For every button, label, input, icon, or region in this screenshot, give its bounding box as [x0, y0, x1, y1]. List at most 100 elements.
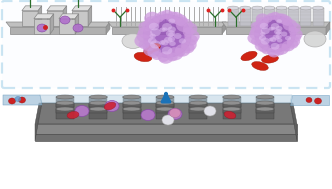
Ellipse shape [144, 16, 159, 28]
Ellipse shape [224, 111, 236, 119]
Polygon shape [189, 103, 207, 113]
Ellipse shape [150, 28, 161, 36]
Ellipse shape [264, 6, 275, 10]
Ellipse shape [252, 6, 263, 10]
Polygon shape [38, 6, 42, 26]
Polygon shape [59, 19, 75, 34]
Ellipse shape [161, 10, 173, 19]
Polygon shape [108, 22, 226, 27]
Ellipse shape [227, 6, 238, 10]
Ellipse shape [143, 43, 159, 56]
Polygon shape [112, 27, 222, 34]
Polygon shape [123, 103, 141, 113]
Ellipse shape [261, 38, 270, 45]
Ellipse shape [288, 6, 299, 10]
Ellipse shape [181, 39, 197, 51]
Ellipse shape [141, 109, 155, 121]
Ellipse shape [273, 35, 280, 40]
Ellipse shape [254, 38, 265, 47]
Ellipse shape [223, 107, 241, 111]
Ellipse shape [261, 27, 270, 34]
Polygon shape [223, 103, 241, 113]
Ellipse shape [159, 40, 165, 45]
Ellipse shape [123, 107, 141, 111]
Polygon shape [35, 134, 297, 141]
Ellipse shape [283, 19, 297, 31]
Polygon shape [34, 19, 50, 34]
Ellipse shape [289, 27, 298, 35]
Ellipse shape [281, 44, 290, 52]
Polygon shape [47, 6, 67, 11]
Ellipse shape [168, 26, 176, 33]
Polygon shape [22, 6, 42, 11]
Ellipse shape [270, 37, 277, 42]
Polygon shape [56, 97, 74, 107]
Ellipse shape [269, 38, 274, 41]
Ellipse shape [166, 30, 175, 37]
Ellipse shape [168, 108, 182, 119]
Ellipse shape [156, 107, 174, 111]
Ellipse shape [250, 26, 262, 36]
Ellipse shape [37, 24, 47, 32]
Polygon shape [35, 103, 42, 141]
Ellipse shape [189, 95, 207, 99]
Ellipse shape [143, 15, 191, 57]
Ellipse shape [183, 23, 198, 34]
Ellipse shape [255, 40, 268, 51]
Polygon shape [223, 109, 241, 119]
Ellipse shape [251, 22, 261, 30]
Ellipse shape [174, 33, 182, 39]
Polygon shape [227, 8, 238, 26]
Polygon shape [256, 109, 274, 119]
Ellipse shape [56, 101, 74, 105]
Ellipse shape [181, 42, 195, 53]
Ellipse shape [122, 33, 144, 49]
Polygon shape [56, 103, 74, 113]
Ellipse shape [276, 26, 283, 31]
Ellipse shape [184, 30, 200, 43]
Ellipse shape [162, 46, 172, 54]
Polygon shape [34, 14, 54, 19]
Ellipse shape [262, 47, 271, 54]
Ellipse shape [275, 43, 289, 55]
Ellipse shape [281, 32, 288, 36]
Ellipse shape [142, 41, 155, 51]
Polygon shape [123, 109, 141, 119]
Ellipse shape [256, 101, 274, 105]
Ellipse shape [158, 52, 169, 62]
Ellipse shape [282, 41, 295, 51]
Ellipse shape [104, 102, 116, 110]
Ellipse shape [260, 23, 268, 29]
Ellipse shape [168, 36, 175, 42]
Ellipse shape [240, 6, 251, 10]
FancyBboxPatch shape [2, 1, 330, 88]
Ellipse shape [136, 29, 153, 43]
Ellipse shape [267, 48, 277, 56]
Ellipse shape [260, 32, 266, 36]
Ellipse shape [287, 39, 298, 49]
Ellipse shape [138, 27, 152, 38]
Polygon shape [226, 27, 326, 34]
Polygon shape [40, 95, 292, 103]
Ellipse shape [267, 13, 276, 20]
Polygon shape [35, 124, 297, 134]
Ellipse shape [56, 107, 74, 111]
Ellipse shape [176, 17, 188, 26]
Ellipse shape [162, 23, 172, 30]
Ellipse shape [249, 28, 264, 40]
Polygon shape [63, 6, 67, 26]
Ellipse shape [149, 23, 159, 30]
Polygon shape [256, 103, 274, 113]
Ellipse shape [144, 12, 160, 25]
Polygon shape [89, 109, 107, 119]
Polygon shape [222, 22, 226, 34]
Ellipse shape [134, 52, 152, 62]
Ellipse shape [73, 24, 83, 32]
Ellipse shape [168, 19, 175, 24]
Ellipse shape [290, 33, 301, 42]
Ellipse shape [123, 95, 141, 99]
Polygon shape [156, 97, 174, 107]
Ellipse shape [290, 29, 303, 40]
Ellipse shape [183, 27, 194, 37]
Ellipse shape [176, 18, 193, 32]
